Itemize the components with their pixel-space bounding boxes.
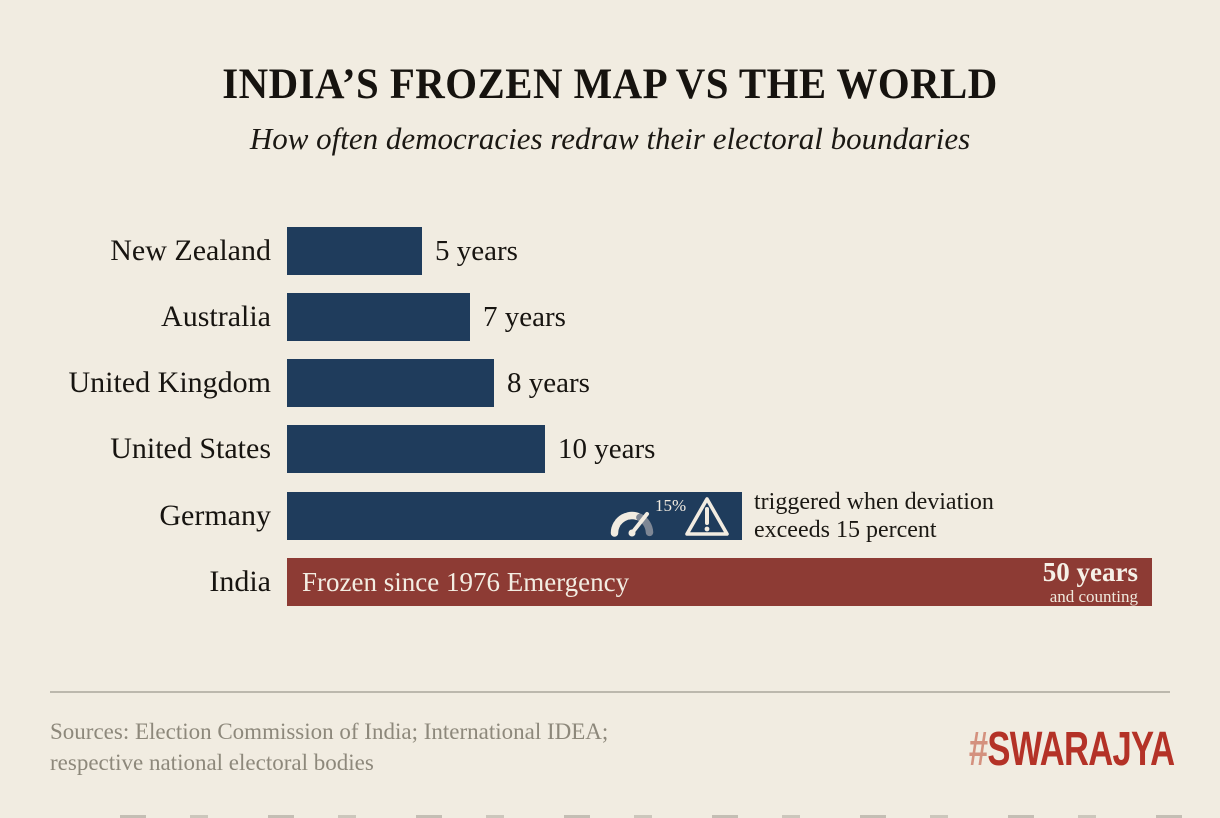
germany-annotation: triggered when deviation exceeds 15 perc… bbox=[754, 488, 994, 545]
chart-row-germany: Germany 15% bbox=[0, 489, 1220, 543]
bar-united-kingdom bbox=[287, 359, 494, 407]
deviation-badge: 15% bbox=[655, 496, 686, 515]
sources-line1: Sources: Election Commission of India; I… bbox=[50, 719, 609, 744]
chart-row-united-kingdom: United Kingdom 8 years bbox=[0, 359, 1220, 407]
gauge-icon bbox=[610, 511, 654, 537]
footer-divider bbox=[50, 691, 1170, 693]
row-value-united-kingdom: 8 years bbox=[507, 366, 590, 399]
row-label-australia: Australia bbox=[161, 300, 271, 333]
sources-line2: respective national electoral bodies bbox=[50, 750, 374, 776]
row-value-new-zealand: 5 years bbox=[435, 234, 518, 267]
chart-row-australia: Australia 7 years bbox=[0, 293, 1220, 341]
india-value-sublabel: and counting bbox=[1049, 587, 1138, 606]
germany-annotation-line1: triggered when deviation bbox=[754, 488, 994, 515]
bar-india: Frozen since 1976 Emergency 50 years and… bbox=[287, 558, 1152, 606]
row-value-united-states: 10 years bbox=[558, 432, 656, 465]
row-label-united-states: United States bbox=[110, 432, 271, 465]
row-value-australia: 7 years bbox=[483, 300, 566, 333]
india-value-block: 50 years and counting bbox=[1042, 557, 1138, 606]
india-value: 50 years bbox=[1042, 557, 1138, 587]
logo-brand-text: SWARAJYA bbox=[987, 723, 1175, 776]
cropped-text-artifact bbox=[120, 815, 1204, 818]
row-label-united-kingdom: United Kingdom bbox=[68, 366, 272, 399]
bar-united-states bbox=[287, 425, 545, 473]
warning-triangle-icon bbox=[685, 497, 729, 536]
bar-australia bbox=[287, 293, 470, 341]
india-bar-text: Frozen since 1976 Emergency bbox=[302, 566, 630, 597]
row-label-india: India bbox=[209, 565, 271, 598]
chart-row-united-states: United States 10 years bbox=[0, 425, 1220, 473]
germany-bar-icons: 15% bbox=[610, 496, 729, 537]
row-label-new-zealand: New Zealand bbox=[110, 234, 271, 267]
chart-title: INDIA’S FROZEN MAP VS THE WORLD bbox=[222, 61, 998, 108]
sources-text: Sources: Election Commission of India; I… bbox=[50, 716, 608, 778]
chart-row-new-zealand: New Zealand 5 years bbox=[0, 227, 1220, 275]
row-label-germany: Germany bbox=[159, 499, 271, 532]
germany-annotation-line2: exceeds 15 percent bbox=[754, 517, 937, 543]
chart-subtitle: How often democracies redraw their elect… bbox=[249, 121, 971, 156]
chart-row-india: India Frozen since 1976 Emergency 50 yea… bbox=[0, 558, 1220, 606]
bar-germany: 15% bbox=[287, 492, 742, 540]
bar-new-zealand bbox=[287, 227, 422, 275]
swarajya-logo: #SWARAJYA bbox=[968, 722, 1175, 777]
logo-hash-symbol: # bbox=[968, 723, 988, 776]
